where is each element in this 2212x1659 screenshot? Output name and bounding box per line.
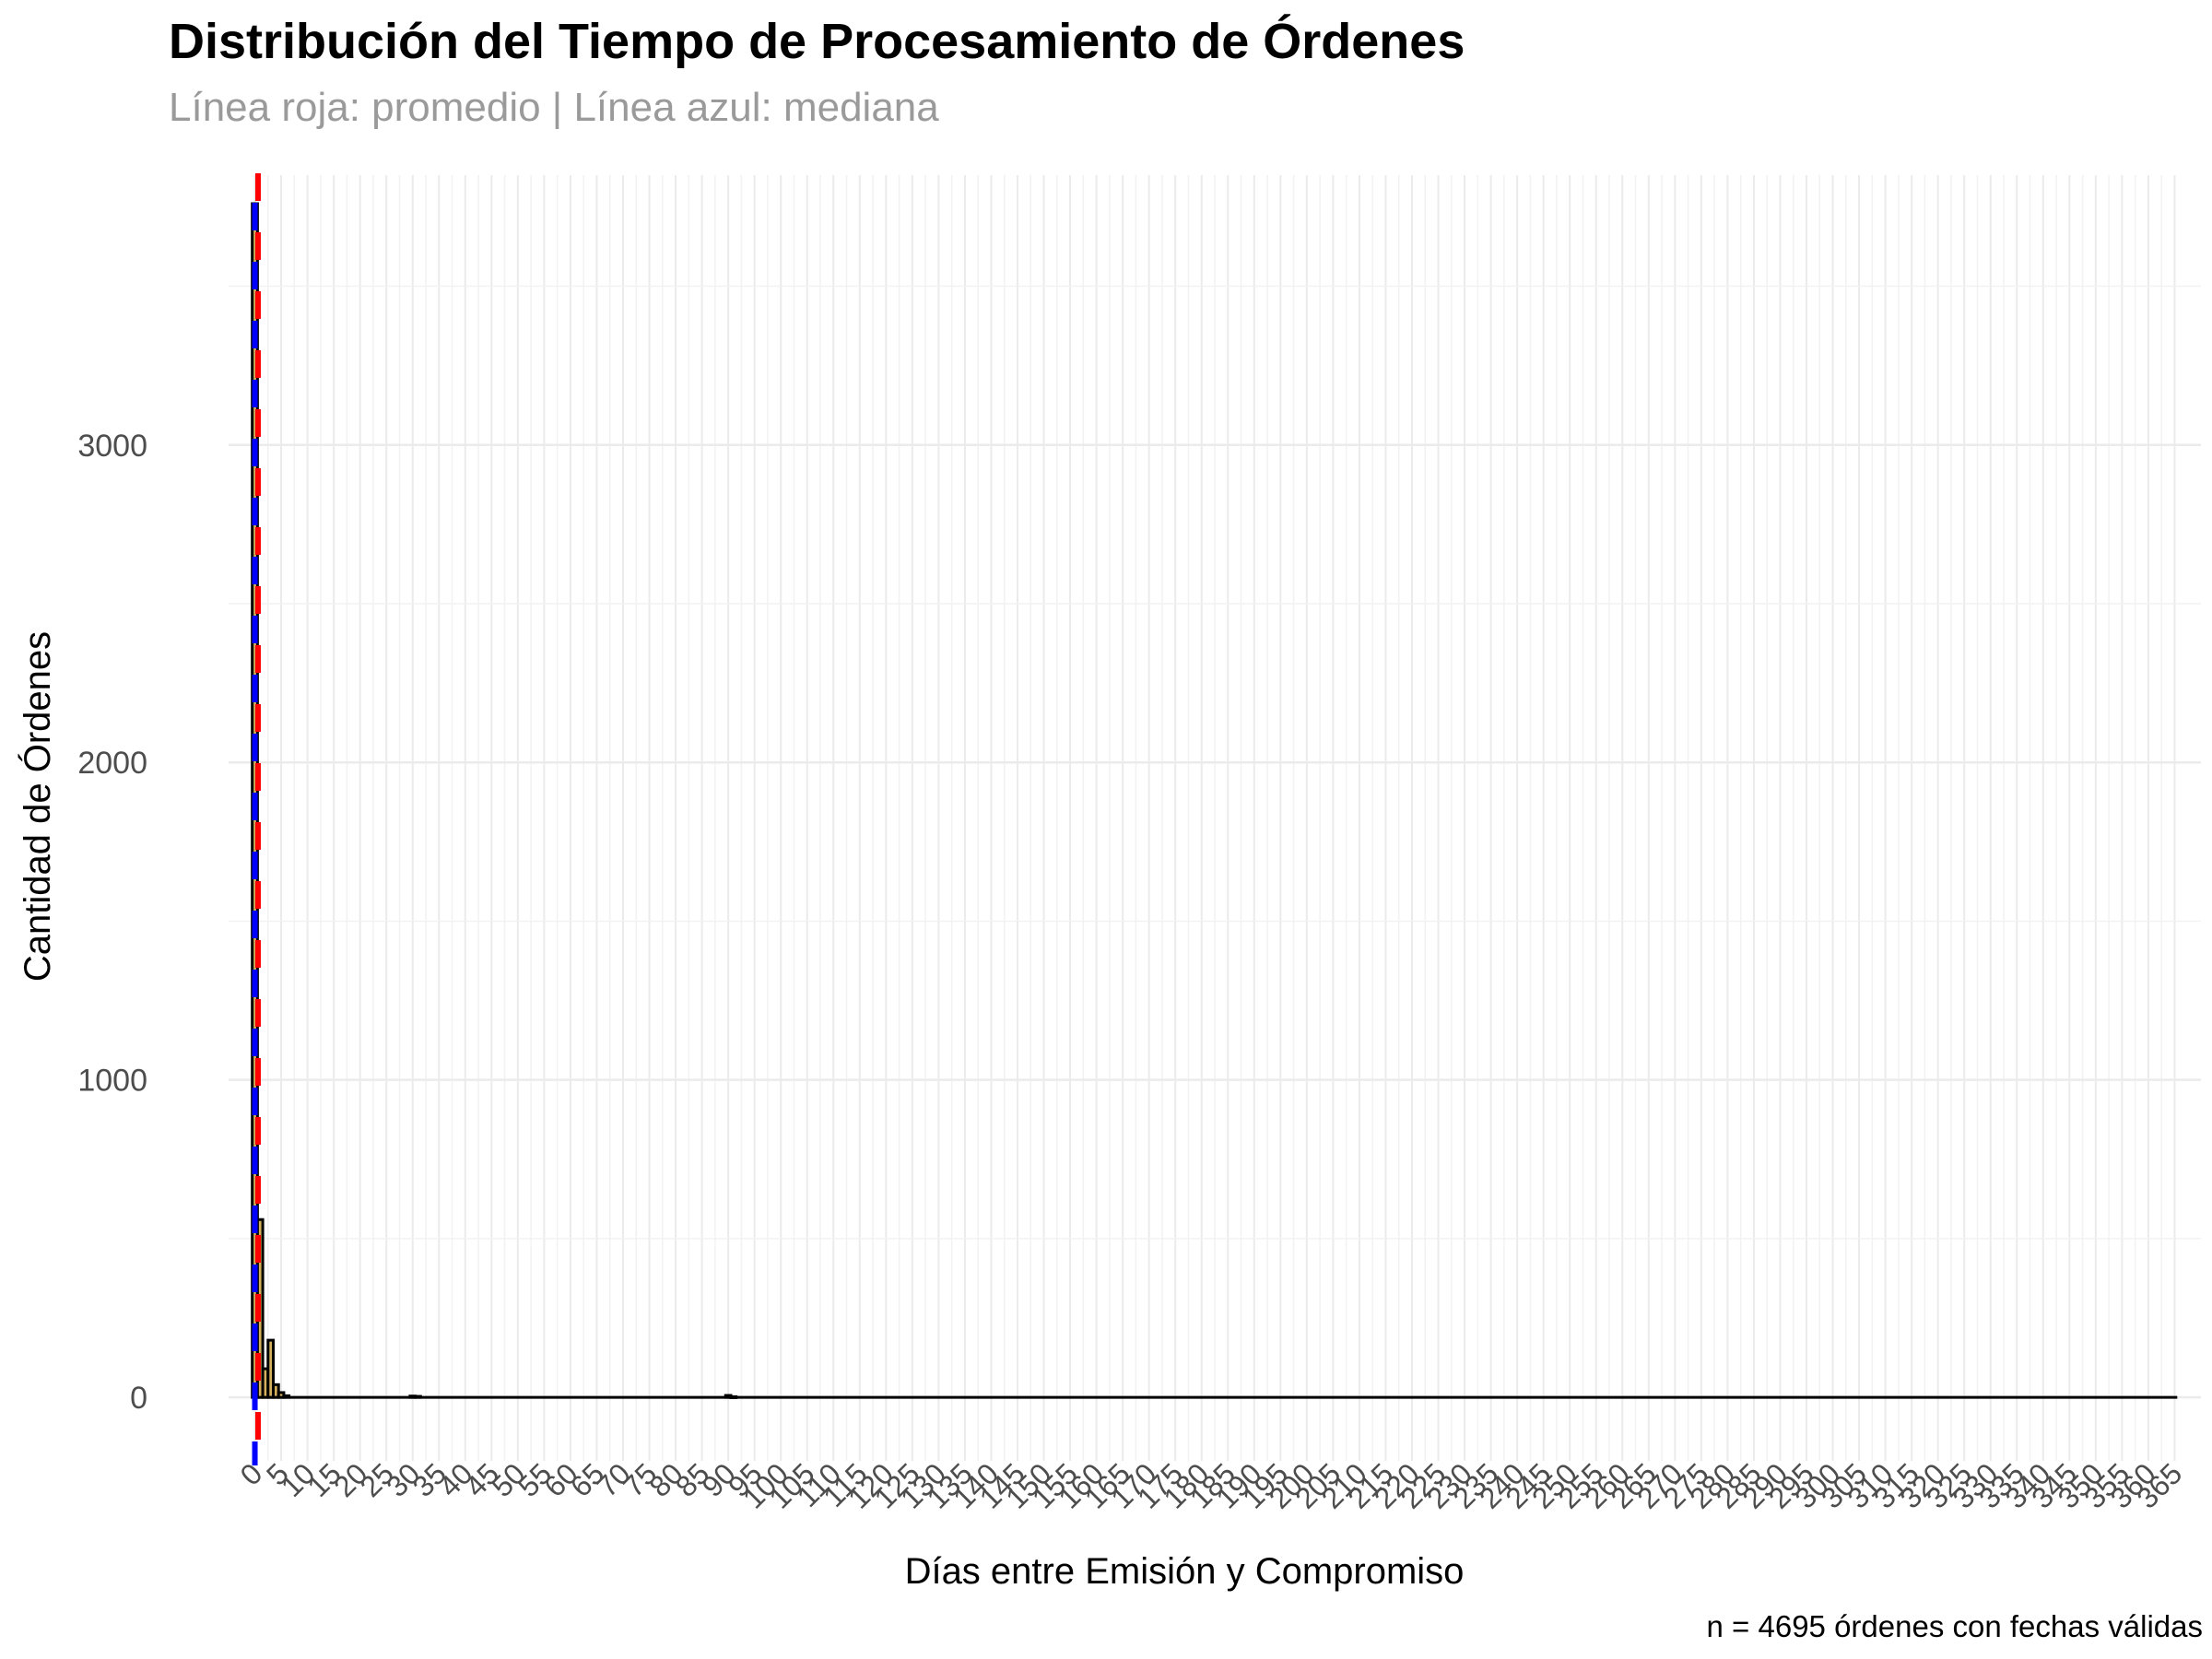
y-axis-ticks: 0 1000 2000 3000 bbox=[77, 429, 147, 1416]
reference-lines bbox=[252, 173, 261, 1465]
grid-lines bbox=[229, 175, 2201, 1461]
y-tick-label: 3000 bbox=[77, 429, 147, 464]
x-axis-title: Días entre Emisión y Compromiso bbox=[905, 1551, 1465, 1592]
y-tick-label: 0 bbox=[130, 1381, 147, 1416]
y-axis-title: Cantidad de Órdenes bbox=[17, 631, 58, 982]
y-tick-label: 2000 bbox=[77, 746, 147, 781]
chart-caption: n = 4695 órdenes con fechas válidas bbox=[1706, 1609, 2203, 1643]
histogram-bar bbox=[266, 1338, 276, 1399]
histogram-bar bbox=[414, 1394, 422, 1399]
chart-subtitle: Línea roja: promedio | Línea azul: media… bbox=[169, 85, 939, 130]
histogram-bar bbox=[282, 1394, 291, 1399]
x-axis-ticks: 0510152025303540455055606570758085909510… bbox=[233, 1456, 2188, 1514]
chart-title: Distribución del Tiempo de Procesamiento… bbox=[169, 14, 1465, 69]
histogram-bar bbox=[729, 1394, 738, 1399]
histogram-bar bbox=[272, 1382, 280, 1399]
x-tick-label: 0 bbox=[233, 1456, 268, 1491]
y-tick-label: 1000 bbox=[77, 1064, 147, 1099]
